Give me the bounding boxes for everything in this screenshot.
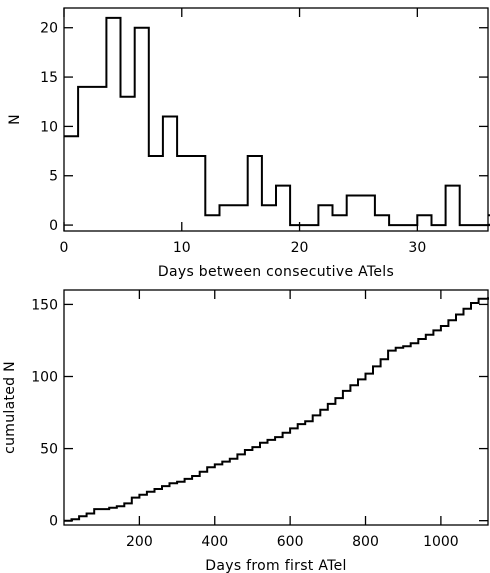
- x-tick-label: 800: [352, 534, 379, 550]
- x-tick-label: 400: [201, 534, 228, 550]
- cumulative-series-line: [64, 297, 489, 522]
- y-tick-label: 10: [40, 119, 58, 135]
- histogram-series-line: [64, 16, 490, 227]
- cumulative-panel: 200 400 600 800 1000 0 50 100 150 Days from firs…: [2, 289, 489, 573]
- cumulative-ticks: 200 400 600 800 1000 0 50 100 150: [31, 290, 488, 550]
- y-tick-label: 15: [40, 70, 58, 86]
- histogram-plot-frame: [63, 7, 489, 232]
- histogram-ticks: 0 10 20 30 0 5 10 15 20: [40, 8, 488, 256]
- cumulative-plot-frame: [63, 289, 489, 526]
- y-tick-label: 0: [49, 514, 58, 530]
- x-tick-label: 1000: [423, 534, 459, 550]
- y-tick-label: 50: [40, 442, 58, 458]
- histogram-panel: 0 10 20 30 0 5 10 15 20 Days between consecutive…: [7, 7, 490, 280]
- y-tick-label: 5: [49, 169, 58, 185]
- x-tick-label: 20: [291, 240, 309, 256]
- x-tick-label: 10: [173, 240, 191, 256]
- histogram-x-axis-title: Days between consecutive ATels: [158, 264, 394, 280]
- cumulative-y-axis-title: cumulated N: [2, 361, 18, 454]
- x-tick-label: 600: [277, 534, 304, 550]
- y-tick-label: 0: [49, 218, 58, 234]
- histogram-y-axis-title: N: [7, 114, 23, 125]
- y-tick-label: 100: [31, 370, 58, 386]
- x-tick-label: 0: [60, 240, 69, 256]
- x-tick-label: 30: [408, 240, 426, 256]
- y-tick-label: 150: [31, 297, 58, 313]
- y-tick-label: 20: [40, 21, 58, 37]
- cumulative-x-axis-title: Days from first ATel: [205, 558, 346, 573]
- x-tick-label: 200: [126, 534, 153, 550]
